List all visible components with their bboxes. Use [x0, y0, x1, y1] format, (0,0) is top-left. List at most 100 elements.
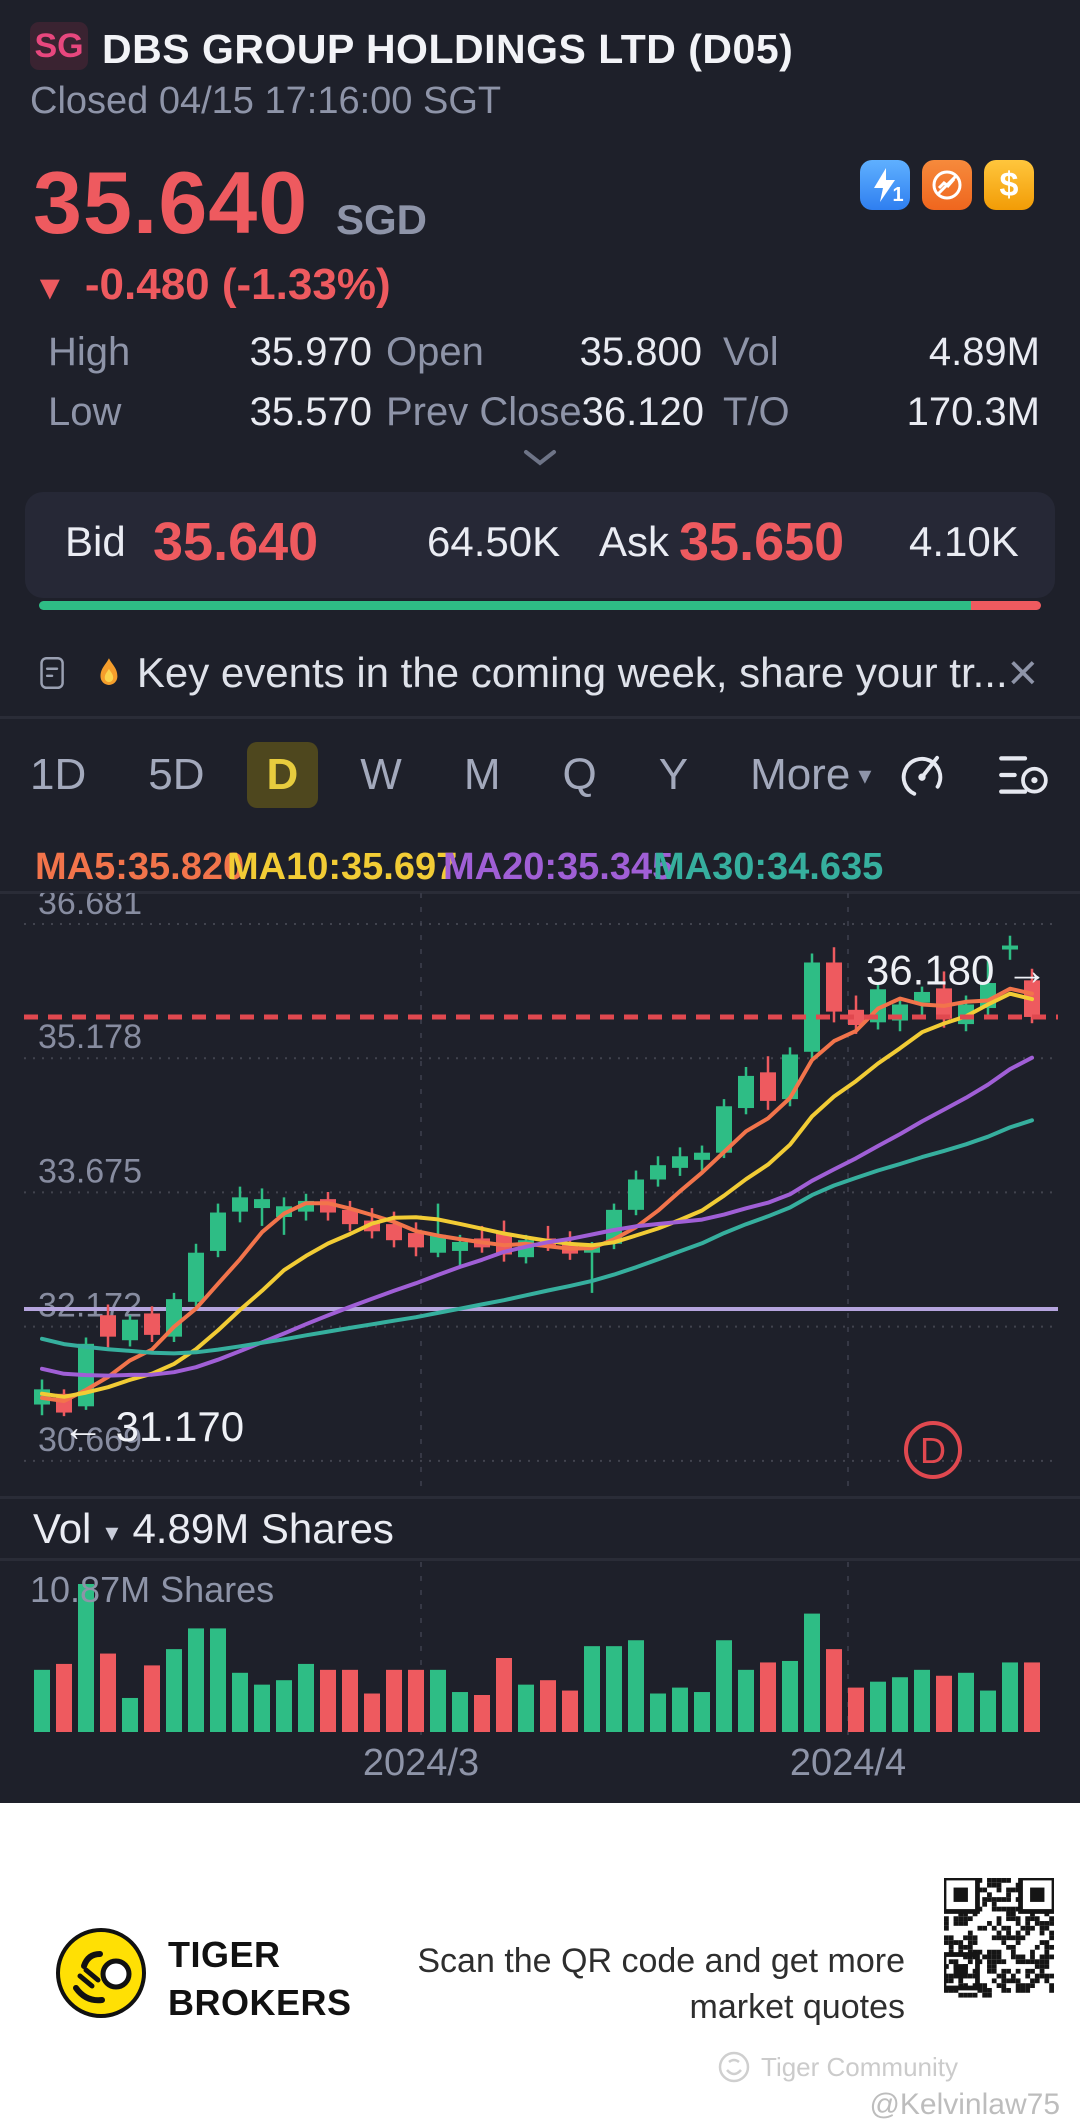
ma-legend-item: MA5:35.820 — [35, 846, 245, 888]
stat-label: High — [48, 330, 131, 374]
news-banner[interactable]: Key events in the coming week, share you… — [0, 630, 1080, 716]
brand-name-line1: TIGER — [168, 1934, 281, 1975]
volume-dropdown-icon: ▾ — [105, 1516, 119, 1547]
svg-text:D: D — [920, 1430, 946, 1471]
more-label: More — [750, 750, 851, 799]
stat-open: Open 35.800 — [386, 330, 702, 375]
brand-name-line2: BROKERS — [168, 1982, 352, 2023]
ask-label: Ask — [599, 518, 670, 565]
svg-text:← 31.170: ← 31.170 — [62, 1403, 244, 1450]
svg-text:35.178: 35.178 — [38, 1018, 142, 1056]
ask-price: 35.650 — [679, 512, 845, 572]
stat-label: T/O — [723, 390, 790, 434]
price-chart[interactable]: 36.681 35.178 33.675 32.172 30.669 36.180 → ← … — [0, 893, 1080, 1487]
stat-prev-close: Prev Close 36.120 — [386, 390, 704, 435]
banner-close-icon[interactable]: × — [1007, 644, 1038, 702]
tab-more[interactable]: More ▾ — [750, 750, 871, 800]
qr-code — [944, 1878, 1054, 1998]
timeframe-tabs: 1D 5D D W M Q Y — [30, 742, 750, 808]
qr-caption: Scan the QR code and get more market quo… — [417, 1942, 905, 2026]
stat-label: Low — [48, 390, 122, 434]
svg-text:36.180 →: 36.180 → — [866, 947, 1048, 994]
bid-ask-ratio-bar — [39, 601, 1041, 610]
tab-y[interactable]: Y — [658, 750, 689, 799]
x-axis-label: 2024/3 — [362, 1742, 480, 1784]
bid-label: Bid — [65, 518, 126, 565]
trend-slash-icon — [932, 170, 962, 200]
volume-value: 4.89M Shares — [132, 1505, 394, 1552]
collapse-chevron-icon[interactable] — [522, 448, 558, 468]
ma-legend-item: MA20:35.345 — [443, 846, 674, 888]
ask-ratio-segment — [970, 601, 1041, 610]
stat-value: 170.3M — [906, 390, 1040, 434]
bid-size: 64.50K — [427, 518, 561, 565]
quote-panel-background — [0, 0, 1080, 1803]
tab-d[interactable]: D — [246, 742, 319, 808]
divider — [0, 891, 1080, 894]
bid-ask-card[interactable]: Bid 35.640 64.50K Ask 35.650 4.10K — [25, 492, 1055, 610]
volume-label: Vol — [33, 1505, 92, 1552]
svg-text:32.172: 32.172 — [38, 1287, 142, 1325]
tab-5d[interactable]: 5D — [148, 750, 205, 799]
tab-q[interactable]: Q — [562, 750, 597, 799]
currency-label: SGD — [336, 196, 428, 243]
bid-price: 35.640 — [153, 512, 319, 572]
gauge-icon[interactable] — [894, 747, 950, 803]
market-status: Closed 04/15 17:16:00 SGT — [30, 80, 502, 122]
no-trade-icon[interactable] — [922, 160, 972, 210]
tab-m[interactable]: M — [463, 750, 501, 799]
price-change: ▼ -0.480 (-1.33%) — [33, 260, 391, 310]
watermark-text: Tiger Community — [761, 2051, 958, 2082]
flash-order-level: 1 — [892, 183, 904, 206]
stat-vol: Vol 4.89M — [723, 330, 1040, 375]
stat-value: 4.89M — [928, 330, 1040, 374]
tab-w[interactable]: W — [360, 750, 402, 799]
fire-icon — [100, 658, 118, 685]
stat-label: Open — [386, 330, 484, 374]
stat-t-o: T/O 170.3M — [723, 390, 1040, 435]
market-badge: SG — [30, 22, 88, 70]
stat-label: Prev Close — [386, 390, 582, 434]
divider — [0, 1496, 1080, 1499]
page-title: DBS GROUP HOLDINGS LTD (D05) — [102, 26, 794, 72]
last-price: 35.640 — [33, 153, 309, 252]
tiger-community-icon — [718, 2051, 750, 2083]
price-change-value: -0.480 (-1.33%) — [84, 260, 391, 309]
lightning-icon — [874, 168, 895, 202]
stat-label: Vol — [723, 330, 779, 374]
chart-tool-icons — [894, 747, 1050, 803]
svg-text:10.87M Shares: 10.87M Shares — [30, 1569, 274, 1610]
user-handle: @Kelvinlaw75 — [869, 2088, 1060, 2121]
tiger-brokers-logo — [56, 1928, 146, 2018]
stat-value: 36.120 — [581, 390, 704, 434]
dollar-glyph: $ — [999, 165, 1019, 204]
divider — [0, 716, 1080, 719]
stat-low: Low 35.570 — [48, 390, 372, 435]
chevron-down-icon: ▾ — [858, 759, 872, 790]
flash-order-icon[interactable]: 1 — [860, 160, 910, 210]
ma-legend-item: MA10:35.697 — [227, 846, 458, 888]
market-badge-label: SG — [34, 26, 84, 65]
ma-legend-item: MA30:34.635 — [653, 846, 884, 888]
indicator-settings-icon[interactable] — [996, 748, 1050, 802]
banner-text: Key events in the coming week, share you… — [136, 649, 1008, 696]
volume-chart[interactable]: 10.87M Shares — [0, 1562, 1080, 1740]
x-axis-label: 2024/4 — [789, 1742, 907, 1784]
bid-ratio-segment — [39, 601, 971, 610]
volume-header[interactable]: Vol ▾ 4.89M Shares — [33, 1505, 394, 1553]
dollar-badge-icon[interactable]: $ — [984, 160, 1034, 210]
svg-text:33.675: 33.675 — [38, 1152, 142, 1190]
watermark: Tiger Community — [717, 2050, 958, 2084]
stat-value: 35.800 — [579, 330, 702, 374]
stat-value: 35.570 — [249, 390, 372, 434]
svg-text:30.669: 30.669 — [38, 1421, 142, 1459]
tab-1d[interactable]: 1D — [30, 750, 87, 799]
svg-text:36.681: 36.681 — [38, 893, 142, 922]
stat-high: High 35.970 — [48, 330, 372, 375]
ask-size: 4.10K — [909, 518, 1019, 565]
stat-value: 35.970 — [249, 330, 372, 374]
document-icon — [40, 656, 64, 690]
timeframe-tabbar: 1D 5D D W M Q Y More ▾ — [30, 740, 1050, 810]
down-arrow-icon: ▼ — [33, 269, 67, 307]
